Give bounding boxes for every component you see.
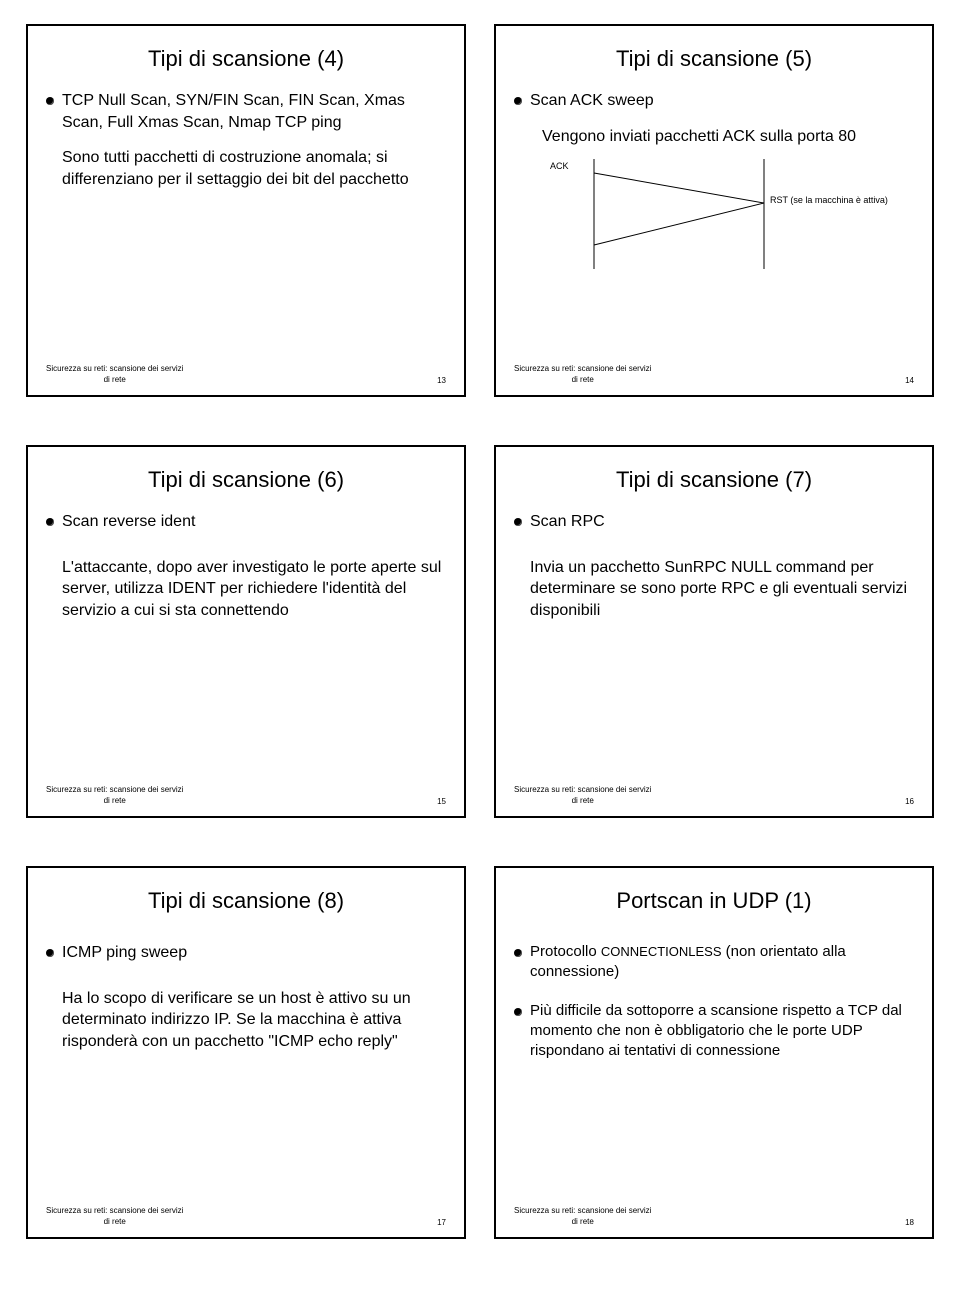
body-text: Ha lo scopo di verificare se un host è a… (62, 988, 446, 1053)
footer-label: Sicurezza su reti: scansione dei servizi… (514, 785, 651, 806)
diagram-label-ack: ACK (550, 161, 569, 171)
footer-line2: di rete (572, 796, 594, 805)
slide-footer: Sicurezza su reti: scansione dei servizi… (46, 779, 446, 806)
bullet-row: Più difficile da sottoporre a scansione … (514, 1001, 914, 1062)
slides-grid: Tipi di scansione (4) TCP Null Scan, SYN… (0, 0, 960, 1289)
bullet-row: ICMP ping sweep (46, 942, 446, 964)
footer-line2: di rete (572, 1217, 594, 1226)
footer-line1: Sicurezza su reti: scansione dei servizi (46, 785, 183, 794)
bullet-text: ICMP ping sweep (62, 942, 187, 964)
body-text: Vengono inviati pacchetti ACK sulla port… (542, 126, 914, 148)
footer-line2: di rete (104, 375, 126, 384)
slide-title: Tipi di scansione (8) (46, 888, 446, 914)
slide-title: Tipi di scansione (4) (46, 46, 446, 72)
page-number: 14 (905, 376, 914, 385)
slide-6: Tipi di scansione (6) Scan reverse ident… (26, 445, 466, 818)
bullet-text: Scan ACK sweep (530, 90, 654, 112)
bullet-text: TCP Null Scan, SYN/FIN Scan, FIN Scan, X… (62, 90, 446, 133)
page-number: 13 (437, 376, 446, 385)
diagram-svg (584, 159, 884, 269)
footer-label: Sicurezza su reti: scansione dei servizi… (46, 1206, 183, 1227)
slide-udp1: Portscan in UDP (1) Protocollo CONNECTIO… (494, 866, 934, 1239)
bullet-icon (46, 949, 54, 957)
footer-line1: Sicurezza su reti: scansione dei servizi (514, 1206, 651, 1215)
footer-line2: di rete (104, 1217, 126, 1226)
slide-title: Tipi di scansione (6) (46, 467, 446, 493)
bullet-row: Protocollo CONNECTIONLESS (non orientato… (514, 942, 914, 983)
footer-label: Sicurezza su reti: scansione dei servizi… (514, 1206, 651, 1227)
page-number: 18 (905, 1218, 914, 1227)
diagram-label-rst: RST (se la macchina è attiva) (770, 195, 888, 205)
page: Tipi di scansione (4) TCP Null Scan, SYN… (0, 0, 960, 1289)
slide-4: Tipi di scansione (4) TCP Null Scan, SYN… (26, 24, 466, 397)
footer-label: Sicurezza su reti: scansione dei servizi… (46, 364, 183, 385)
footer-line1: Sicurezza su reti: scansione dei servizi (514, 364, 651, 373)
footer-label: Sicurezza su reti: scansione dei servizi… (46, 785, 183, 806)
footer-line1: Sicurezza su reti: scansione dei servizi (46, 364, 183, 373)
bullet-icon (514, 949, 522, 957)
slide-title: Tipi di scansione (5) (514, 46, 914, 72)
slide-5: Tipi di scansione (5) Scan ACK sweep Ven… (494, 24, 934, 397)
footer-label: Sicurezza su reti: scansione dei servizi… (514, 364, 651, 385)
bullet-icon (514, 518, 522, 526)
bullet-row: Scan reverse ident (46, 511, 446, 533)
bullet-text: Più difficile da sottoporre a scansione … (530, 1001, 914, 1062)
bullet-icon (46, 518, 54, 526)
slide-footer: Sicurezza su reti: scansione dei servizi… (514, 358, 914, 385)
bullet-icon (46, 97, 54, 105)
slide-title: Tipi di scansione (7) (514, 467, 914, 493)
body-text: Invia un pacchetto SunRPC NULL command p… (530, 557, 914, 622)
slide-8: Tipi di scansione (8) ICMP ping sweep Ha… (26, 866, 466, 1239)
ack-diagram: ACK RST (se la macchina è attiva) (584, 159, 884, 269)
bullet-icon (514, 1008, 522, 1016)
slide-footer: Sicurezza su reti: scansione dei servizi… (514, 1200, 914, 1227)
footer-line2: di rete (104, 796, 126, 805)
bullet-row: Scan ACK sweep (514, 90, 914, 112)
bullet-text: Scan RPC (530, 511, 605, 533)
bullet-row: TCP Null Scan, SYN/FIN Scan, FIN Scan, X… (46, 90, 446, 133)
page-number: 17 (437, 1218, 446, 1227)
bullet-text: Scan reverse ident (62, 511, 195, 533)
footer-line1: Sicurezza su reti: scansione dei servizi (46, 1206, 183, 1215)
footer-line1: Sicurezza su reti: scansione dei servizi (514, 785, 651, 794)
body-text: Sono tutti pacchetti di costruzione anom… (62, 147, 446, 190)
slide-title: Portscan in UDP (1) (514, 888, 914, 914)
bullet-row: Scan RPC (514, 511, 914, 533)
slide-footer: Sicurezza su reti: scansione dei servizi… (46, 358, 446, 385)
slide-footer: Sicurezza su reti: scansione dei servizi… (46, 1200, 446, 1227)
bullet-text: Protocollo CONNECTIONLESS (non orientato… (530, 942, 914, 983)
footer-line2: di rete (572, 375, 594, 384)
slide-7: Tipi di scansione (7) Scan RPC Invia un … (494, 445, 934, 818)
page-number: 15 (437, 797, 446, 806)
page-number: 16 (905, 797, 914, 806)
body-text: L'attaccante, dopo aver investigato le p… (62, 557, 446, 622)
bullet-icon (514, 97, 522, 105)
slide-footer: Sicurezza su reti: scansione dei servizi… (514, 779, 914, 806)
